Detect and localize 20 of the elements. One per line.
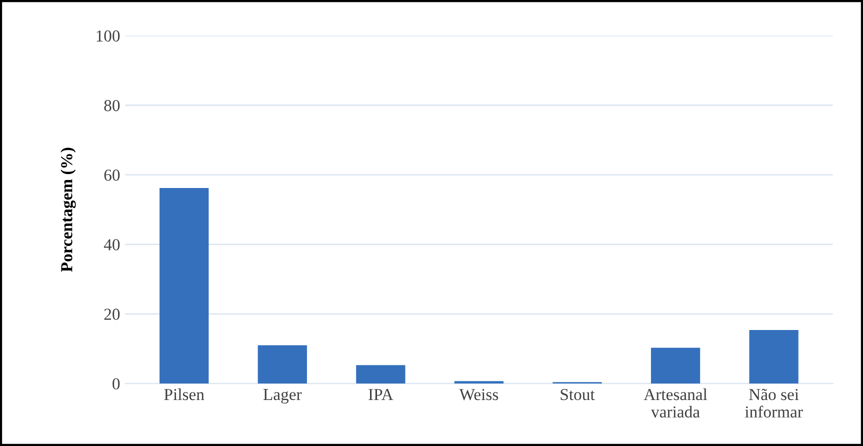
bar: [258, 345, 307, 384]
x-tick-label: Não sei informar: [745, 388, 803, 418]
x-tick-label: IPA: [368, 388, 394, 400]
bar: [160, 188, 209, 384]
x-tick-label: Stout: [560, 388, 595, 400]
x-tick-label: Lager: [263, 389, 302, 404]
y-tick-label: 40: [104, 239, 120, 250]
x-tick-label: Weiss: [459, 388, 498, 400]
y-tick-label: 0: [112, 378, 120, 390]
y-tick-label: 80: [104, 100, 120, 112]
y-tick-label: 20: [104, 308, 120, 320]
bar: [454, 381, 504, 384]
bar: [650, 348, 700, 384]
bar: [356, 365, 406, 384]
x-tick-label: Artesanal variada: [644, 388, 708, 418]
bar: [749, 330, 798, 384]
y-tick-label: 100: [96, 30, 120, 42]
y-axis-title: Porcentagem (%): [60, 148, 76, 272]
x-tick-label: Pilsen: [164, 388, 204, 400]
y-tick-label: 60: [104, 170, 120, 181]
